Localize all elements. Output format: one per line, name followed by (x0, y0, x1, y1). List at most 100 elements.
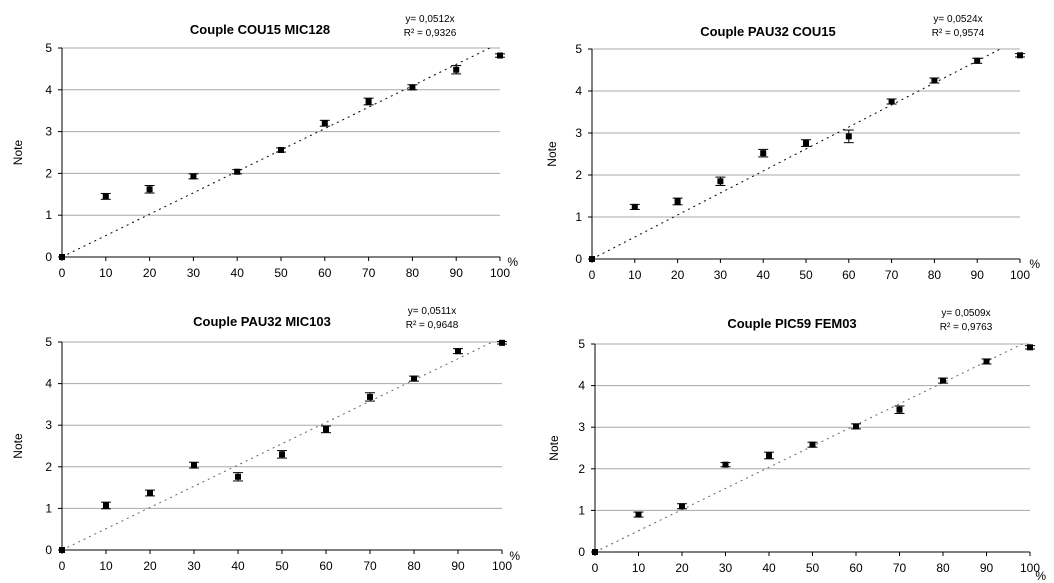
x-tick-label: 10 (99, 266, 113, 280)
x-tick-label: 50 (274, 266, 288, 280)
x-tick-label: 100 (1020, 561, 1040, 575)
r-squared-label: R² = 0,9574 (932, 28, 985, 39)
trend-equation: y= 0,0509x (941, 308, 990, 319)
data-point (940, 377, 946, 384)
x-tick-label: 20 (675, 561, 689, 575)
data-point (760, 150, 767, 157)
x-tick-label: 70 (885, 268, 899, 282)
x-tick-label: 40 (762, 561, 776, 575)
data-point (497, 52, 503, 59)
data-point (592, 549, 598, 555)
x-tick-label: 80 (936, 561, 950, 575)
trend-line (61, 341, 493, 551)
x-tick-label: 0 (592, 561, 599, 575)
y-tick-label: 0 (45, 250, 52, 264)
data-point (853, 423, 859, 430)
x-tick-label: 80 (406, 266, 420, 280)
y-tick-label: 5 (45, 335, 52, 349)
y-tick-label: 3 (45, 418, 52, 432)
x-tick-label: 10 (632, 561, 646, 575)
x-tick-label: 30 (719, 561, 733, 575)
data-point (365, 98, 372, 105)
x-tick-label: 20 (143, 266, 157, 280)
data-point (679, 503, 685, 510)
x-tick-label: 50 (275, 559, 289, 573)
data-point (234, 168, 241, 175)
r-squared-label: R² = 0,9326 (404, 28, 457, 39)
y-tick-label: 0 (575, 252, 582, 266)
data-point (453, 66, 460, 73)
data-point (888, 98, 895, 105)
chart-title: Couple PAU32 COU15 (700, 24, 836, 39)
y-tick-label: 3 (45, 125, 52, 139)
y-tick-label: 1 (575, 210, 582, 224)
y-tick-label: 2 (45, 166, 52, 180)
x-unit-label: % (1029, 257, 1040, 271)
x-tick-label: 10 (628, 268, 642, 282)
y-tick-label: 5 (45, 41, 52, 55)
x-tick-label: 80 (407, 559, 421, 573)
data-point (146, 186, 153, 193)
x-tick-label: 10 (99, 559, 113, 573)
data-point (1017, 52, 1023, 59)
x-unit-label: % (509, 549, 520, 563)
r-squared-label: R² = 0,9648 (406, 320, 459, 331)
y-tick-label: 4 (575, 84, 582, 98)
data-point (722, 461, 729, 468)
x-tick-label: 20 (143, 559, 157, 573)
data-point (103, 502, 109, 509)
x-tick-label: 0 (589, 268, 596, 282)
data-point (59, 547, 65, 553)
data-point (896, 406, 903, 413)
y-tick-label: 5 (575, 42, 582, 56)
y-tick-label: 2 (45, 460, 52, 474)
y-tick-label: 0 (578, 545, 585, 559)
data-point (59, 254, 65, 260)
x-tick-label: 70 (893, 561, 907, 575)
x-unit-label: % (507, 255, 518, 269)
x-tick-label: 90 (971, 268, 985, 282)
data-point (631, 203, 638, 210)
x-tick-label: 90 (450, 266, 464, 280)
data-point (102, 193, 109, 200)
x-tick-label: 0 (59, 266, 66, 280)
x-tick-label: 60 (318, 266, 332, 280)
trend-equation: y= 0,0511x (408, 306, 456, 317)
y-axis-label: Note (11, 140, 25, 166)
y-axis-label: Note (547, 435, 561, 461)
x-tick-label: 50 (806, 561, 820, 575)
x-tick-label: 20 (671, 268, 685, 282)
data-point (766, 452, 772, 459)
data-point (279, 451, 285, 458)
x-tick-label: 100 (1010, 268, 1030, 282)
trend-equation: y= 0,0524x (933, 14, 982, 25)
chart-title: Couple COU15 MIC128 (190, 22, 330, 37)
data-point (1027, 344, 1033, 351)
x-tick-label: 30 (187, 266, 201, 280)
data-point (803, 140, 809, 147)
x-tick-label: 50 (799, 268, 813, 282)
y-tick-label: 2 (578, 462, 585, 476)
data-point (409, 84, 416, 91)
x-tick-label: 100 (490, 266, 510, 280)
data-point (931, 77, 938, 84)
data-point (321, 120, 328, 127)
data-point (367, 393, 373, 400)
x-tick-label: 90 (980, 561, 994, 575)
chart-title: Couple PIC59 FEM03 (727, 316, 856, 331)
data-point (323, 426, 329, 433)
x-tick-label: 40 (231, 559, 245, 573)
data-point (190, 173, 197, 180)
data-point (455, 348, 461, 355)
data-point (589, 256, 595, 262)
x-tick-label: 100 (492, 559, 512, 573)
y-axis-label: Note (11, 433, 25, 459)
y-tick-label: 0 (45, 543, 52, 557)
y-tick-label: 4 (45, 83, 52, 97)
data-point (674, 198, 681, 205)
trend-equation: y= 0,0512x (405, 14, 454, 25)
